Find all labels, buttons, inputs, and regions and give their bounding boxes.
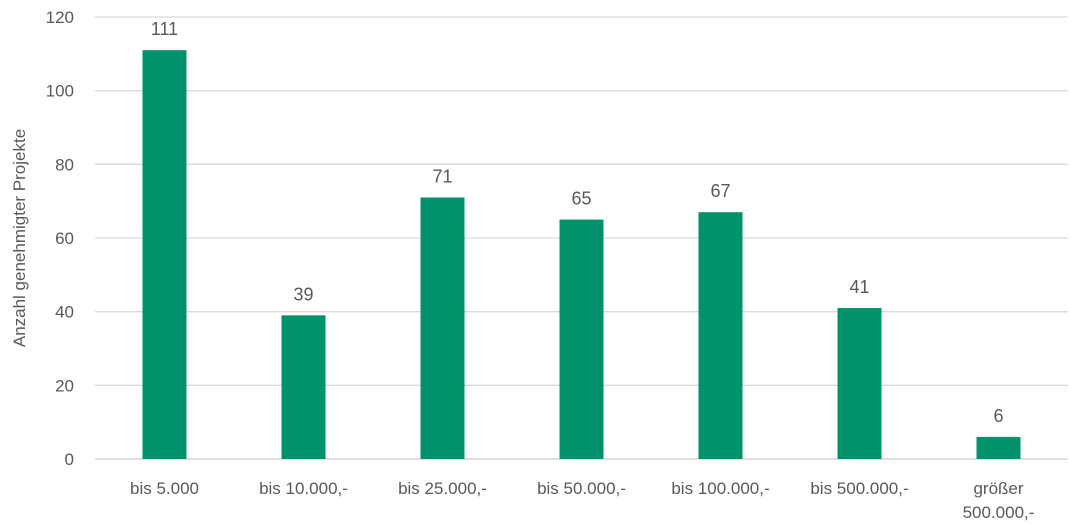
bar [976, 436, 1021, 459]
bar [837, 307, 882, 459]
bar [559, 219, 604, 459]
y-tick-label: 40 [55, 303, 74, 322]
y-tick-label: 20 [55, 376, 74, 395]
x-category-label: bis 500.000,- [810, 479, 908, 498]
bar [698, 212, 743, 459]
x-category-label: größer 500.000,- [963, 479, 1035, 522]
bar [281, 315, 326, 459]
x-category-label: bis 10.000,- [259, 479, 348, 498]
data-label: 39 [293, 284, 313, 304]
data-labels: 111 39 71 65 67 41 6 [151, 19, 1004, 426]
y-tick-label: 0 [65, 450, 74, 469]
data-label: 111 [151, 19, 178, 39]
bar [420, 197, 465, 459]
data-label: 41 [849, 277, 869, 297]
y-tick-label: 100 [46, 82, 74, 101]
data-label: 67 [710, 181, 730, 201]
x-axis-categories: bis 5.000 bis 10.000,- bis 25.000,- bis 50.… [130, 479, 1034, 522]
x-category-label: bis 5.000 [130, 479, 199, 498]
x-category-label: bis 50.000,- [537, 479, 626, 498]
y-tick-label: 80 [55, 155, 74, 174]
data-label: 65 [571, 189, 591, 209]
y-axis-ticks: 0 20 40 60 80 100 120 [46, 8, 74, 469]
y-tick-label: 120 [46, 8, 74, 27]
x-category-label: bis 25.000,- [398, 479, 487, 498]
x-category-label: bis 100.000,- [671, 479, 769, 498]
bars [142, 50, 1021, 460]
y-axis-title: Anzahl genehmigter Projekte [10, 129, 29, 347]
y-tick-label: 60 [55, 229, 74, 248]
bar [142, 50, 187, 460]
data-label: 6 [993, 406, 1003, 426]
data-label: 71 [432, 166, 452, 186]
